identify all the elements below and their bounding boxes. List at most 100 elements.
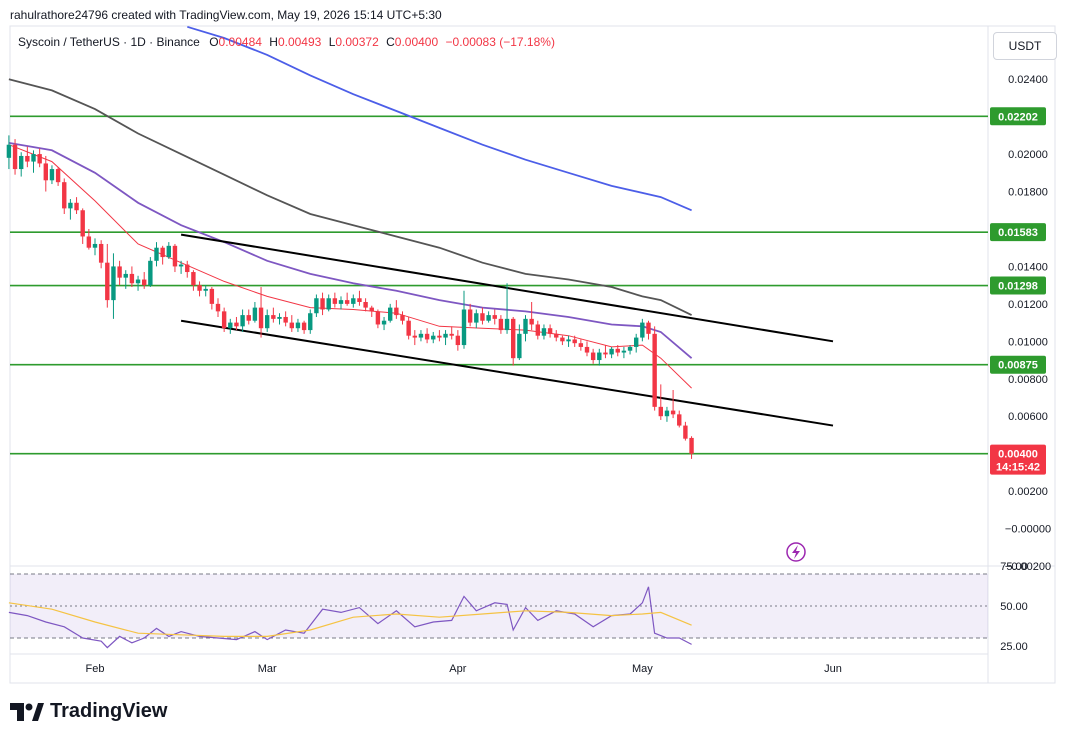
candle-body bbox=[517, 333, 522, 359]
time-tick-label: Feb bbox=[86, 663, 105, 675]
candle bbox=[228, 318, 233, 334]
rsi-tick-label: 25.00 bbox=[1000, 641, 1028, 653]
candle bbox=[467, 303, 473, 327]
rsi-line bbox=[8, 602, 692, 637]
channel-trendline bbox=[180, 319, 834, 427]
candle-body bbox=[234, 322, 239, 327]
level-tag-box bbox=[990, 223, 1046, 242]
candle-body bbox=[560, 337, 565, 342]
candle-body bbox=[344, 300, 350, 304]
candle bbox=[523, 315, 528, 342]
price-tick-label: 0.01000 bbox=[1008, 336, 1048, 348]
candle bbox=[289, 315, 294, 332]
candle bbox=[677, 410, 682, 428]
candle-body bbox=[677, 414, 682, 426]
candle bbox=[221, 307, 227, 332]
level-tag-box bbox=[990, 355, 1046, 374]
candle-body bbox=[640, 322, 645, 338]
candle bbox=[689, 436, 694, 459]
candle-body bbox=[437, 335, 442, 338]
candle bbox=[111, 253, 116, 319]
candle bbox=[148, 257, 153, 288]
candle-body bbox=[49, 169, 55, 181]
candle bbox=[338, 296, 344, 310]
candle bbox=[25, 146, 30, 168]
candle bbox=[308, 309, 313, 334]
candle bbox=[37, 148, 42, 168]
candle bbox=[62, 178, 67, 214]
lightning-bolt-icon[interactable] bbox=[786, 542, 806, 562]
candle-body bbox=[308, 313, 313, 331]
price-tick-label: −0.00200 bbox=[1005, 561, 1051, 573]
candle-body bbox=[68, 202, 73, 209]
rsi-band bbox=[10, 573, 988, 639]
candle-body bbox=[314, 298, 319, 314]
candle-body bbox=[12, 144, 18, 170]
moving-average-line bbox=[8, 142, 693, 359]
level-tag-box bbox=[990, 107, 1046, 126]
low-label: L bbox=[328, 35, 336, 49]
level-price-tag: 0.01583 bbox=[990, 223, 1046, 242]
candle-body bbox=[498, 318, 504, 331]
candle bbox=[584, 341, 590, 357]
candle-body bbox=[31, 154, 36, 162]
candle bbox=[418, 330, 424, 342]
close-value: 0.00400 bbox=[394, 35, 439, 49]
candle bbox=[560, 335, 565, 346]
candle-body bbox=[6, 144, 12, 158]
tradingview-brand[interactable]: TradingView bbox=[10, 700, 167, 723]
candle bbox=[400, 311, 405, 325]
candle bbox=[357, 290, 362, 306]
price-tick-label: 0.01200 bbox=[1008, 299, 1048, 311]
candle-body bbox=[627, 346, 633, 351]
tradingview-logo-icon bbox=[10, 702, 44, 721]
candle bbox=[142, 272, 147, 289]
candle bbox=[517, 324, 522, 361]
candle-body bbox=[467, 309, 473, 323]
price-tick-label: 0.02000 bbox=[1008, 149, 1048, 161]
candle bbox=[431, 331, 436, 344]
candle bbox=[332, 292, 338, 308]
symbol-name[interactable]: Syscoin / TetherUS · 1D · Binance bbox=[18, 35, 200, 49]
candle-body bbox=[277, 316, 282, 319]
candle-body bbox=[148, 260, 153, 286]
candle bbox=[597, 348, 602, 366]
time-tick-label: Apr bbox=[449, 663, 466, 675]
candle-body bbox=[590, 352, 596, 361]
change-value: −0.00083 (−17.18%) bbox=[445, 35, 555, 49]
candle-body bbox=[523, 318, 528, 334]
level-price-tag: 0.00875 bbox=[990, 355, 1046, 374]
candle bbox=[572, 335, 577, 347]
moving-average-line bbox=[187, 25, 692, 212]
candle bbox=[172, 243, 178, 273]
high-value: 0.00493 bbox=[277, 35, 322, 49]
candle bbox=[43, 155, 48, 192]
candle-body bbox=[301, 322, 307, 331]
candle-body bbox=[584, 346, 590, 353]
candle-body bbox=[252, 307, 258, 321]
price-tags: 0.02202 0.01583 0.01298 0.00875 0.0040014:15… bbox=[990, 107, 1046, 475]
candle-body bbox=[480, 313, 485, 321]
candle-body bbox=[191, 272, 196, 286]
candle-body bbox=[646, 322, 651, 334]
candle bbox=[154, 242, 159, 267]
candle bbox=[486, 311, 491, 323]
candle-body bbox=[597, 352, 602, 361]
candle-body bbox=[535, 324, 540, 336]
candle bbox=[277, 313, 282, 325]
candle-body bbox=[683, 425, 688, 439]
candle-body bbox=[486, 315, 491, 321]
rsi-lines bbox=[8, 586, 692, 649]
candle-body bbox=[240, 315, 245, 327]
candle-body bbox=[541, 328, 547, 336]
candle bbox=[535, 320, 540, 340]
last-price-box bbox=[990, 444, 1046, 475]
currency-unit-button[interactable]: USDT bbox=[993, 32, 1057, 60]
candle-body bbox=[74, 202, 79, 211]
candle-body bbox=[160, 247, 165, 258]
candle bbox=[234, 316, 239, 331]
brand-name: TradingView bbox=[50, 700, 168, 722]
candle bbox=[615, 345, 620, 357]
